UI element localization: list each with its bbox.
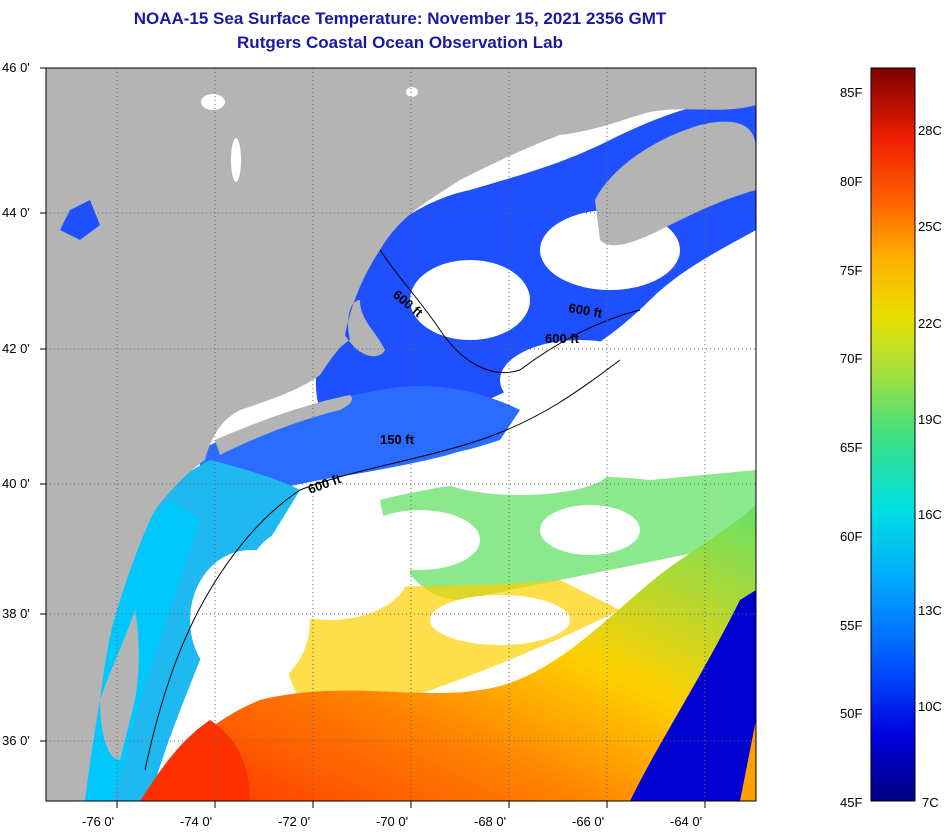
cbar-label-45f: 45F [840, 795, 862, 810]
map-frame [45, 67, 757, 802]
lat-label-44: 44 0' [2, 205, 30, 220]
lake-water [60, 200, 100, 240]
contour-label-150ft: 150 ft [380, 432, 415, 447]
lat-label-36: 36 0' [2, 733, 30, 748]
lat-label-46: 46 0' [2, 60, 30, 75]
cbar-label-50f: 50F [840, 706, 862, 721]
colorbar-c-labels: 28C 25C 22C 19C 16C 13C 10C 7C [918, 123, 942, 810]
lat-label-38: 38 0' [2, 606, 30, 621]
colorbar-f-labels: 85F 80F 75F 70F 65F 60F 55F 50F 45F [840, 85, 862, 810]
contour-label-600ft-ne: 600 ft [567, 300, 604, 321]
lon-label-68: -68 0' [474, 814, 506, 829]
cbar-label-70f: 70F [840, 351, 862, 366]
inland-lakes [201, 87, 418, 182]
cbar-label-75f: 75F [840, 263, 862, 278]
delmarva [100, 610, 139, 760]
cbar-label-55f: 55F [840, 618, 862, 633]
gulf-stream-core [140, 720, 250, 801]
cbar-label-80f: 80F [840, 174, 862, 189]
lon-label-76: -76 0' [82, 814, 114, 829]
cbar-label-19c: 19C [918, 412, 942, 427]
offshore-warm-edge [740, 720, 756, 801]
lat-label-42: 42 0' [2, 341, 30, 356]
cbar-label-22c: 22C [918, 316, 942, 331]
bathymetry-contours [144, 249, 641, 771]
gulf-stream [140, 505, 756, 801]
cloud-patches [190, 210, 750, 690]
cbar-label-7c: 7C [922, 795, 939, 810]
cbar-label-65f: 65F [840, 440, 862, 455]
cbar-label-60f: 60F [840, 529, 862, 544]
cbar-label-10c: 10C [918, 699, 942, 714]
lon-label-66: -66 0' [572, 814, 604, 829]
lon-label-72: -72 0' [278, 814, 310, 829]
lon-label-74: -74 0' [180, 814, 212, 829]
contour-label-600ft-georges: 600 ft [545, 331, 580, 346]
lat-label-40: 40 0' [2, 476, 30, 491]
nova-scotia [595, 121, 756, 246]
land-mainland [46, 68, 756, 801]
latitude-axis: 46 0' 44 0' 42 0' 40 0' 38 0' 36 0' [2, 60, 46, 748]
cbar-label-85f: 85F [840, 85, 862, 100]
long-island [215, 395, 352, 455]
lon-label-64: -64 0' [670, 814, 702, 829]
map-subtitle: Rutgers Coastal Ocean Observation Lab [237, 33, 563, 52]
map-title: NOAA-15 Sea Surface Temperature: Novembe… [133, 9, 667, 28]
cbar-label-16c: 16C [918, 507, 942, 522]
offshore-cold-patch [630, 590, 756, 801]
cbar-label-25c: 25C [918, 219, 942, 234]
shelf-water [200, 386, 520, 500]
longitude-axis: -76 0' -74 0' -72 0' -70 0' -68 0' -66 0… [82, 801, 706, 829]
lon-label-70: -70 0' [376, 814, 408, 829]
cbar-label-13c: 13C [918, 603, 942, 618]
colorbar-gradient [870, 67, 916, 802]
cbar-label-28c: 28C [918, 123, 942, 138]
